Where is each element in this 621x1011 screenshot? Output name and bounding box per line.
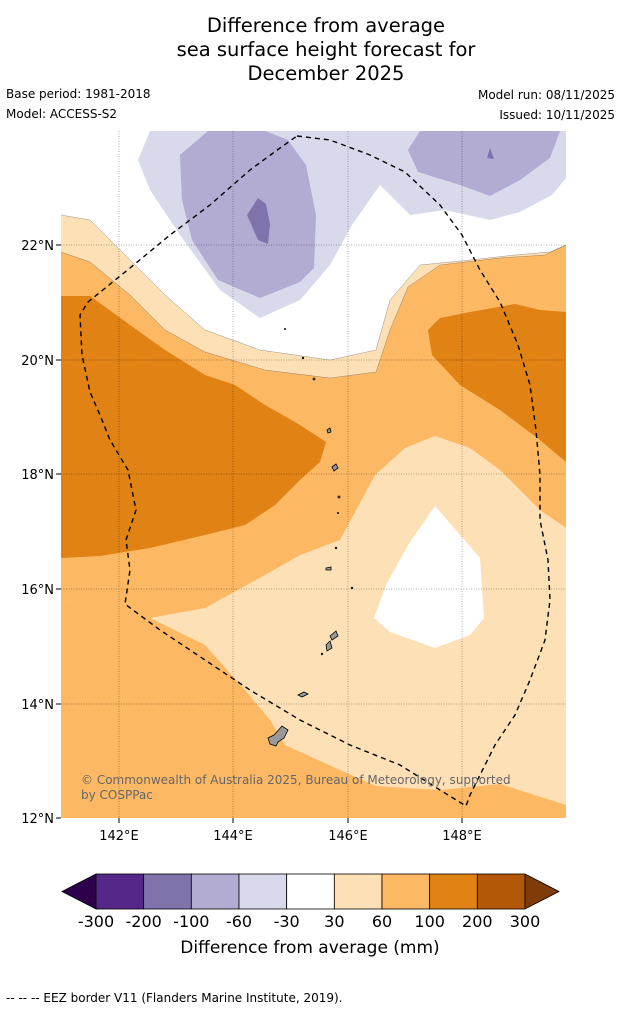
- island-small-2: [331, 463, 339, 472]
- colorbar-tick-label: 300: [510, 912, 541, 931]
- contour-100-200-east: [428, 304, 566, 462]
- colorbar-segment: [95, 873, 145, 910]
- issued-text: Issued: 10/11/2025: [499, 108, 615, 122]
- colorbar-segment: [476, 873, 526, 910]
- lat-label-22n: 22°N: [21, 239, 54, 254]
- contour-100-200-west: [61, 296, 326, 558]
- colorbar-segment: [286, 873, 335, 910]
- island-small-5: [312, 377, 316, 381]
- island-rota: [297, 691, 309, 698]
- colorbar-extend-high: [524, 873, 560, 910]
- lon-label-146e: 146°E: [328, 829, 368, 844]
- lat-label-14n: 14°N: [21, 698, 54, 713]
- contour-minus200-minus100-east: [487, 148, 494, 159]
- lon-label-144e: 144°E: [213, 829, 253, 844]
- colorbar-segment: [429, 873, 478, 910]
- island-small-6: [301, 356, 305, 360]
- islands: [267, 327, 354, 747]
- contour-minus30-30-south: [374, 506, 484, 648]
- contour-fields: [61, 131, 566, 818]
- colorbar-tick-label: 100: [414, 912, 445, 931]
- island-tinian: [325, 640, 333, 652]
- island-small-11: [320, 652, 324, 656]
- island-small-10: [336, 512, 339, 515]
- colorbar-tick-label: -30: [274, 912, 300, 931]
- colorbar-tick-label: 60: [372, 912, 392, 931]
- lat-label-20n: 20°N: [21, 354, 54, 369]
- island-small-4: [337, 495, 341, 499]
- eez-legend-text: -- -- -- EEZ border V11 (Flanders Marine…: [6, 991, 343, 1005]
- lon-label-142e: 142°E: [99, 829, 139, 844]
- colorbar-segments: [61, 873, 560, 910]
- colorbar-tick-label: -100: [173, 912, 209, 931]
- island-small-1: [325, 566, 332, 571]
- colorbar-segment: [143, 873, 192, 910]
- axis-ticks: [56, 244, 463, 823]
- title-line-1: Difference from average: [206, 14, 446, 37]
- chart-title: Difference from average sea surface heig…: [0, 14, 621, 86]
- title-line-3: December 2025: [247, 62, 405, 85]
- model-text: Model: ACCESS-S2: [6, 107, 118, 121]
- colorbar-tick-label: -300: [78, 912, 114, 931]
- base-period-text: Base period: 1981-2018: [6, 87, 151, 101]
- gridlines: [61, 131, 566, 818]
- contour-minus200-minus100-west: [247, 198, 270, 244]
- colorbar-segment: [238, 873, 288, 910]
- colorbar-tick-label: 30: [324, 912, 344, 931]
- contour-minus100-minus60-east: [408, 131, 560, 196]
- lon-label-148e: 148°E: [442, 829, 482, 844]
- lat-label-18n: 18°N: [21, 468, 54, 483]
- colorbar-segment: [381, 873, 431, 910]
- lat-label-16n: 16°N: [21, 583, 54, 598]
- model-run-text: Model run: 08/11/2025: [477, 88, 615, 102]
- island-small-3: [326, 427, 332, 434]
- colorbar-ticks: -300 -200 -100 -60 -30 30 60 100 200 300: [78, 912, 540, 931]
- copyright-line-1: © Commonwealth of Australia 2025, Bureau…: [81, 773, 511, 787]
- colorbar-tick-label: -200: [126, 912, 162, 931]
- lat-label-12n: 12°N: [21, 812, 54, 827]
- island-small-7: [283, 327, 286, 330]
- contour-60-100-south: [61, 600, 566, 818]
- colorbar-tick-label: 200: [462, 912, 493, 931]
- colorbar-segment: [190, 873, 240, 910]
- title-line-2: sea surface height forecast for: [176, 38, 476, 61]
- copyright-line-2: by COSPPac: [81, 788, 153, 802]
- island-saipan: [329, 630, 339, 641]
- colorbar-tick-label: -60: [226, 912, 252, 931]
- colorbar-extend-low: [61, 873, 97, 910]
- eez-border: [79, 135, 551, 808]
- island-small-8: [334, 546, 338, 550]
- colorbar-segment: [333, 873, 383, 910]
- island-guam: [267, 725, 289, 747]
- colorbar-label: Difference from average (mm): [180, 938, 440, 958]
